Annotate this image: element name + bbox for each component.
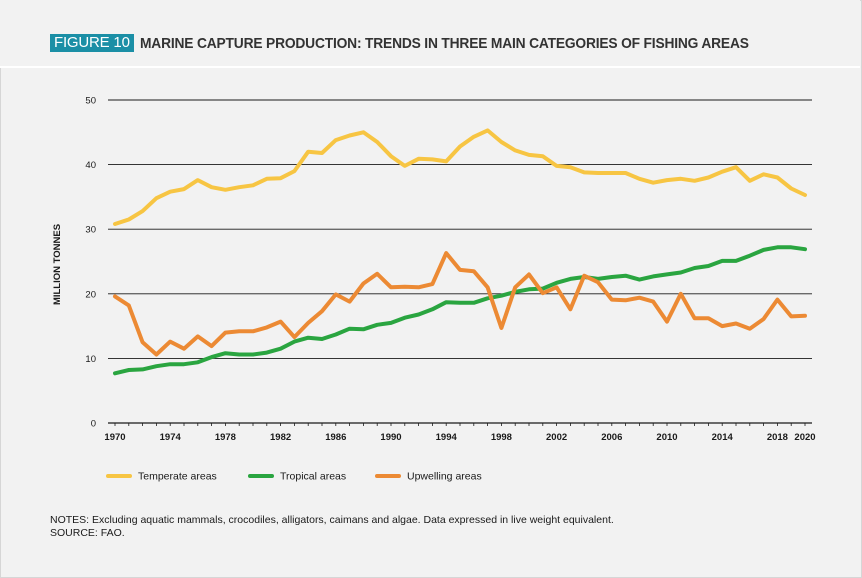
x-tick-label: 2010 [656, 432, 677, 443]
x-tick-label: 1978 [215, 432, 236, 443]
chart-area: 0 10 20 30 40 50 1970 1974 1978 1982 1986 1990 1994 1… [0, 68, 860, 576]
legend-label-upwelling: Upwelling areas [407, 471, 482, 483]
source-text: SOURCE: FAO. [50, 527, 125, 539]
figure-notes: NOTES: Excluding aquatic mammals, crocod… [50, 514, 614, 540]
notes-text: NOTES: Excluding aquatic mammals, crocod… [50, 514, 614, 526]
series-line-temperate [113, 128, 807, 226]
x-tick-label: 1974 [160, 432, 182, 443]
x-tick-label: 2018 [767, 432, 788, 443]
y-axis-label: MILLION TONNES [52, 224, 63, 305]
figure-header: FIGURE 10 MARINE CAPTURE PRODUCTION: TRE… [0, 0, 860, 66]
x-tick-label: 1982 [270, 432, 291, 443]
y-tick-label: 0 [91, 419, 96, 430]
y-tick-label: 50 [85, 96, 96, 107]
y-tick-label: 40 [85, 160, 96, 171]
x-tick-label: 1970 [104, 432, 125, 443]
header-divider [0, 66, 860, 68]
series-line-upwelling [113, 251, 807, 357]
series-line-tropical [113, 245, 807, 376]
x-tick-label: 2020 [794, 432, 815, 443]
y-tick-label: 30 [85, 225, 96, 236]
x-tick-label: 1998 [491, 432, 512, 443]
x-tick-label: 1990 [380, 432, 401, 443]
x-tick-label: 1986 [325, 432, 346, 443]
x-tick-label: 2006 [601, 432, 622, 443]
x-tick-label: 2014 [712, 432, 734, 443]
legend-label-temperate: Temperate areas [138, 471, 217, 483]
y-tick-label: 20 [85, 289, 96, 300]
figure-title: MARINE CAPTURE PRODUCTION: TRENDS IN THR… [139, 34, 749, 52]
legend-label-tropical: Tropical areas [280, 471, 346, 483]
x-tick-label: 1994 [436, 432, 458, 443]
title-row: FIGURE 10 MARINE CAPTURE PRODUCTION: TRE… [50, 34, 801, 52]
y-tick-label: 10 [85, 354, 96, 365]
x-tick-label: 2002 [546, 432, 567, 443]
figure-label-badge: FIGURE 10 [50, 34, 134, 52]
line-chart: 0 10 20 30 40 50 1970 1974 1978 1982 1986 1990 1994 1… [52, 96, 816, 483]
